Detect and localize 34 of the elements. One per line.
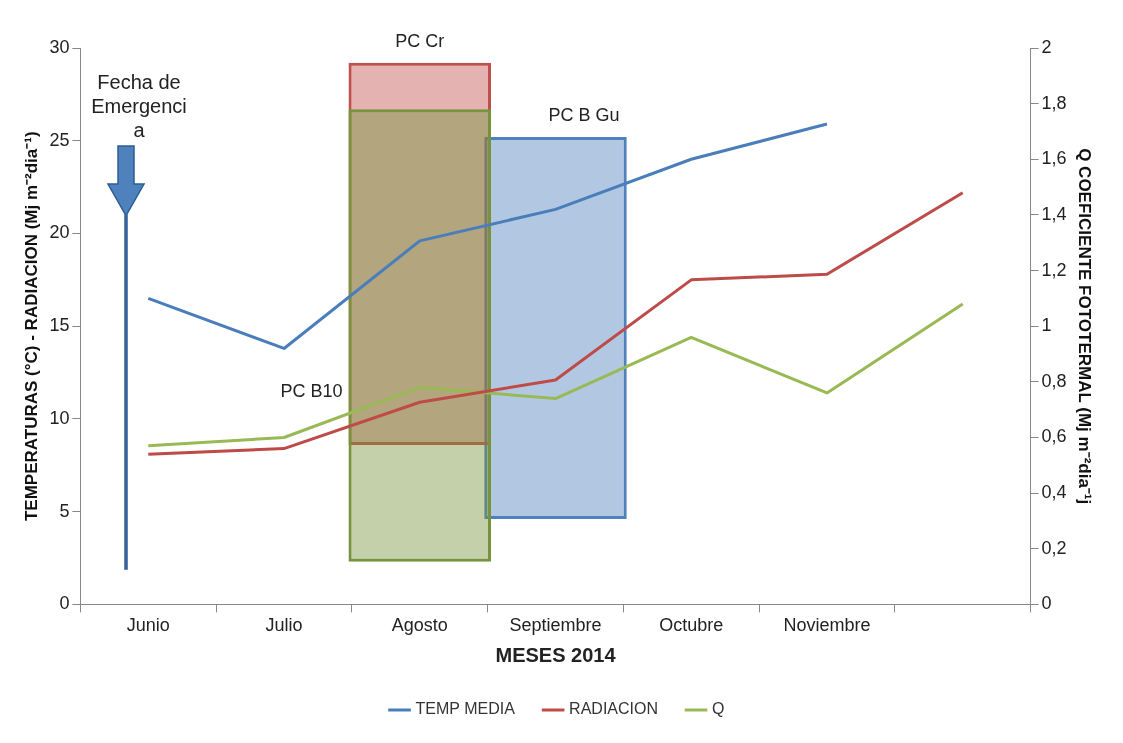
y2-tick-label: 1,8 [1041, 92, 1067, 113]
y2-tick-label: 1,6 [1041, 148, 1067, 169]
series-label: PC B10 [280, 381, 343, 402]
y2-tick-label: 0,4 [1041, 482, 1067, 503]
y2-tick-label: 0 [1041, 593, 1052, 614]
x-tick-label: Junio [126, 615, 170, 636]
legend-label: RADIACION [569, 700, 659, 718]
y2-axis-title: Q COEFICIENTE FOTOTERMAL (Mj m⁻²dia⁻¹j [1075, 148, 1095, 505]
legend-label: Q [712, 700, 725, 718]
y-tick-label: 30 [49, 36, 70, 57]
y-tick-label: 20 [49, 222, 70, 243]
x-tick-label: Agosto [391, 615, 448, 636]
y2-tick-label: 0,2 [1041, 537, 1067, 558]
y-tick-label: 10 [49, 407, 70, 428]
x-axis-title: MESES 2014 [495, 643, 617, 666]
y-tick-label: 5 [59, 500, 70, 521]
x-tick-label: Octubre [659, 615, 724, 636]
y2-tick-label: 1,4 [1041, 203, 1067, 224]
y2-tick-label: 0,8 [1041, 370, 1067, 391]
y-axis-title: TEMPERATURAS (°C) - RADIACION (Mj m⁻²dia⁻¹) [21, 131, 41, 522]
y-tick-label: 15 [49, 315, 70, 336]
annotation: Fecha de Emergencia [90, 70, 188, 142]
series-label: PC B Gu [548, 104, 620, 125]
x-tick-label: Noviembre [783, 615, 871, 636]
y-tick-label: 25 [49, 129, 70, 150]
y-tick-label: 0 [59, 593, 70, 614]
x-tick-label: Septiembre [509, 615, 602, 636]
legend-label: TEMP MEDIA [415, 700, 516, 718]
y2-tick-label: 1,2 [1041, 259, 1067, 280]
y2-tick-label: 2 [1041, 36, 1052, 57]
series-label: PC Cr [395, 30, 445, 51]
y2-tick-label: 1 [1041, 315, 1052, 336]
y2-tick-label: 0,6 [1041, 426, 1067, 447]
x-tick-label: Julio [265, 615, 303, 636]
